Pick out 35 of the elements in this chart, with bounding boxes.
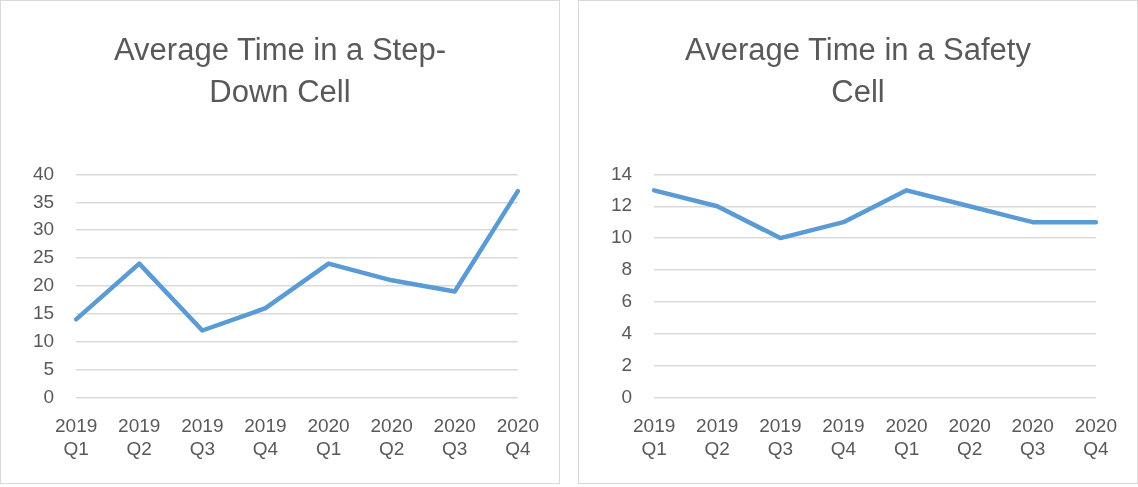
x-tick-label: 2020 Q4 [1074, 415, 1118, 459]
x-tick-label: 2019 Q2 [696, 415, 739, 459]
chart-title: Average Time in a Safety Cell [684, 31, 1032, 111]
x-tick-label: 2019 Q1 [54, 415, 98, 459]
y-tick-label: 35 [32, 190, 55, 212]
x-tick-label: 2020 Q3 [1011, 415, 1054, 459]
x-tick-label: 2019 Q4 [822, 415, 865, 459]
y-tick-label: 20 [32, 274, 55, 296]
chart-title: Average Time in a Step-Down Cell [113, 31, 447, 111]
y-tick-label: 0 [621, 385, 633, 407]
x-tick-label: 2020 Q2 [948, 415, 991, 459]
x-tick-label: 2019 Q3 [759, 415, 802, 459]
y-tick-label: 15 [32, 302, 55, 324]
y-tick-label: 10 [32, 329, 55, 351]
x-tick-label: 2020 Q1 [307, 415, 350, 459]
y-tick-label: 12 [610, 194, 633, 216]
x-tick-label: 2020 Q3 [433, 415, 476, 459]
x-tick-label: 2019 Q4 [244, 415, 287, 459]
y-tick-label: 40 [32, 162, 55, 184]
x-tick-label: 2020 Q1 [885, 415, 928, 459]
y-tick-label: 10 [610, 226, 633, 248]
y-tick-label: 30 [32, 218, 55, 240]
y-tick-label: 4 [621, 321, 633, 343]
y-tick-label: 25 [32, 246, 55, 268]
y-tick-label: 5 [43, 357, 55, 379]
x-tick-label: 2019 Q1 [632, 415, 676, 459]
x-tick-label: 2020 Q4 [496, 415, 540, 459]
x-tick-label: 2020 Q2 [370, 415, 413, 459]
y-tick-label: 14 [610, 162, 633, 184]
y-tick-label: 8 [621, 258, 633, 280]
y-tick-label: 2 [621, 353, 633, 375]
x-tick-label: 2019 Q3 [181, 415, 224, 459]
y-tick-label: 0 [43, 385, 55, 407]
y-tick-label: 6 [621, 290, 633, 312]
x-tick-label: 2019 Q2 [118, 415, 161, 459]
